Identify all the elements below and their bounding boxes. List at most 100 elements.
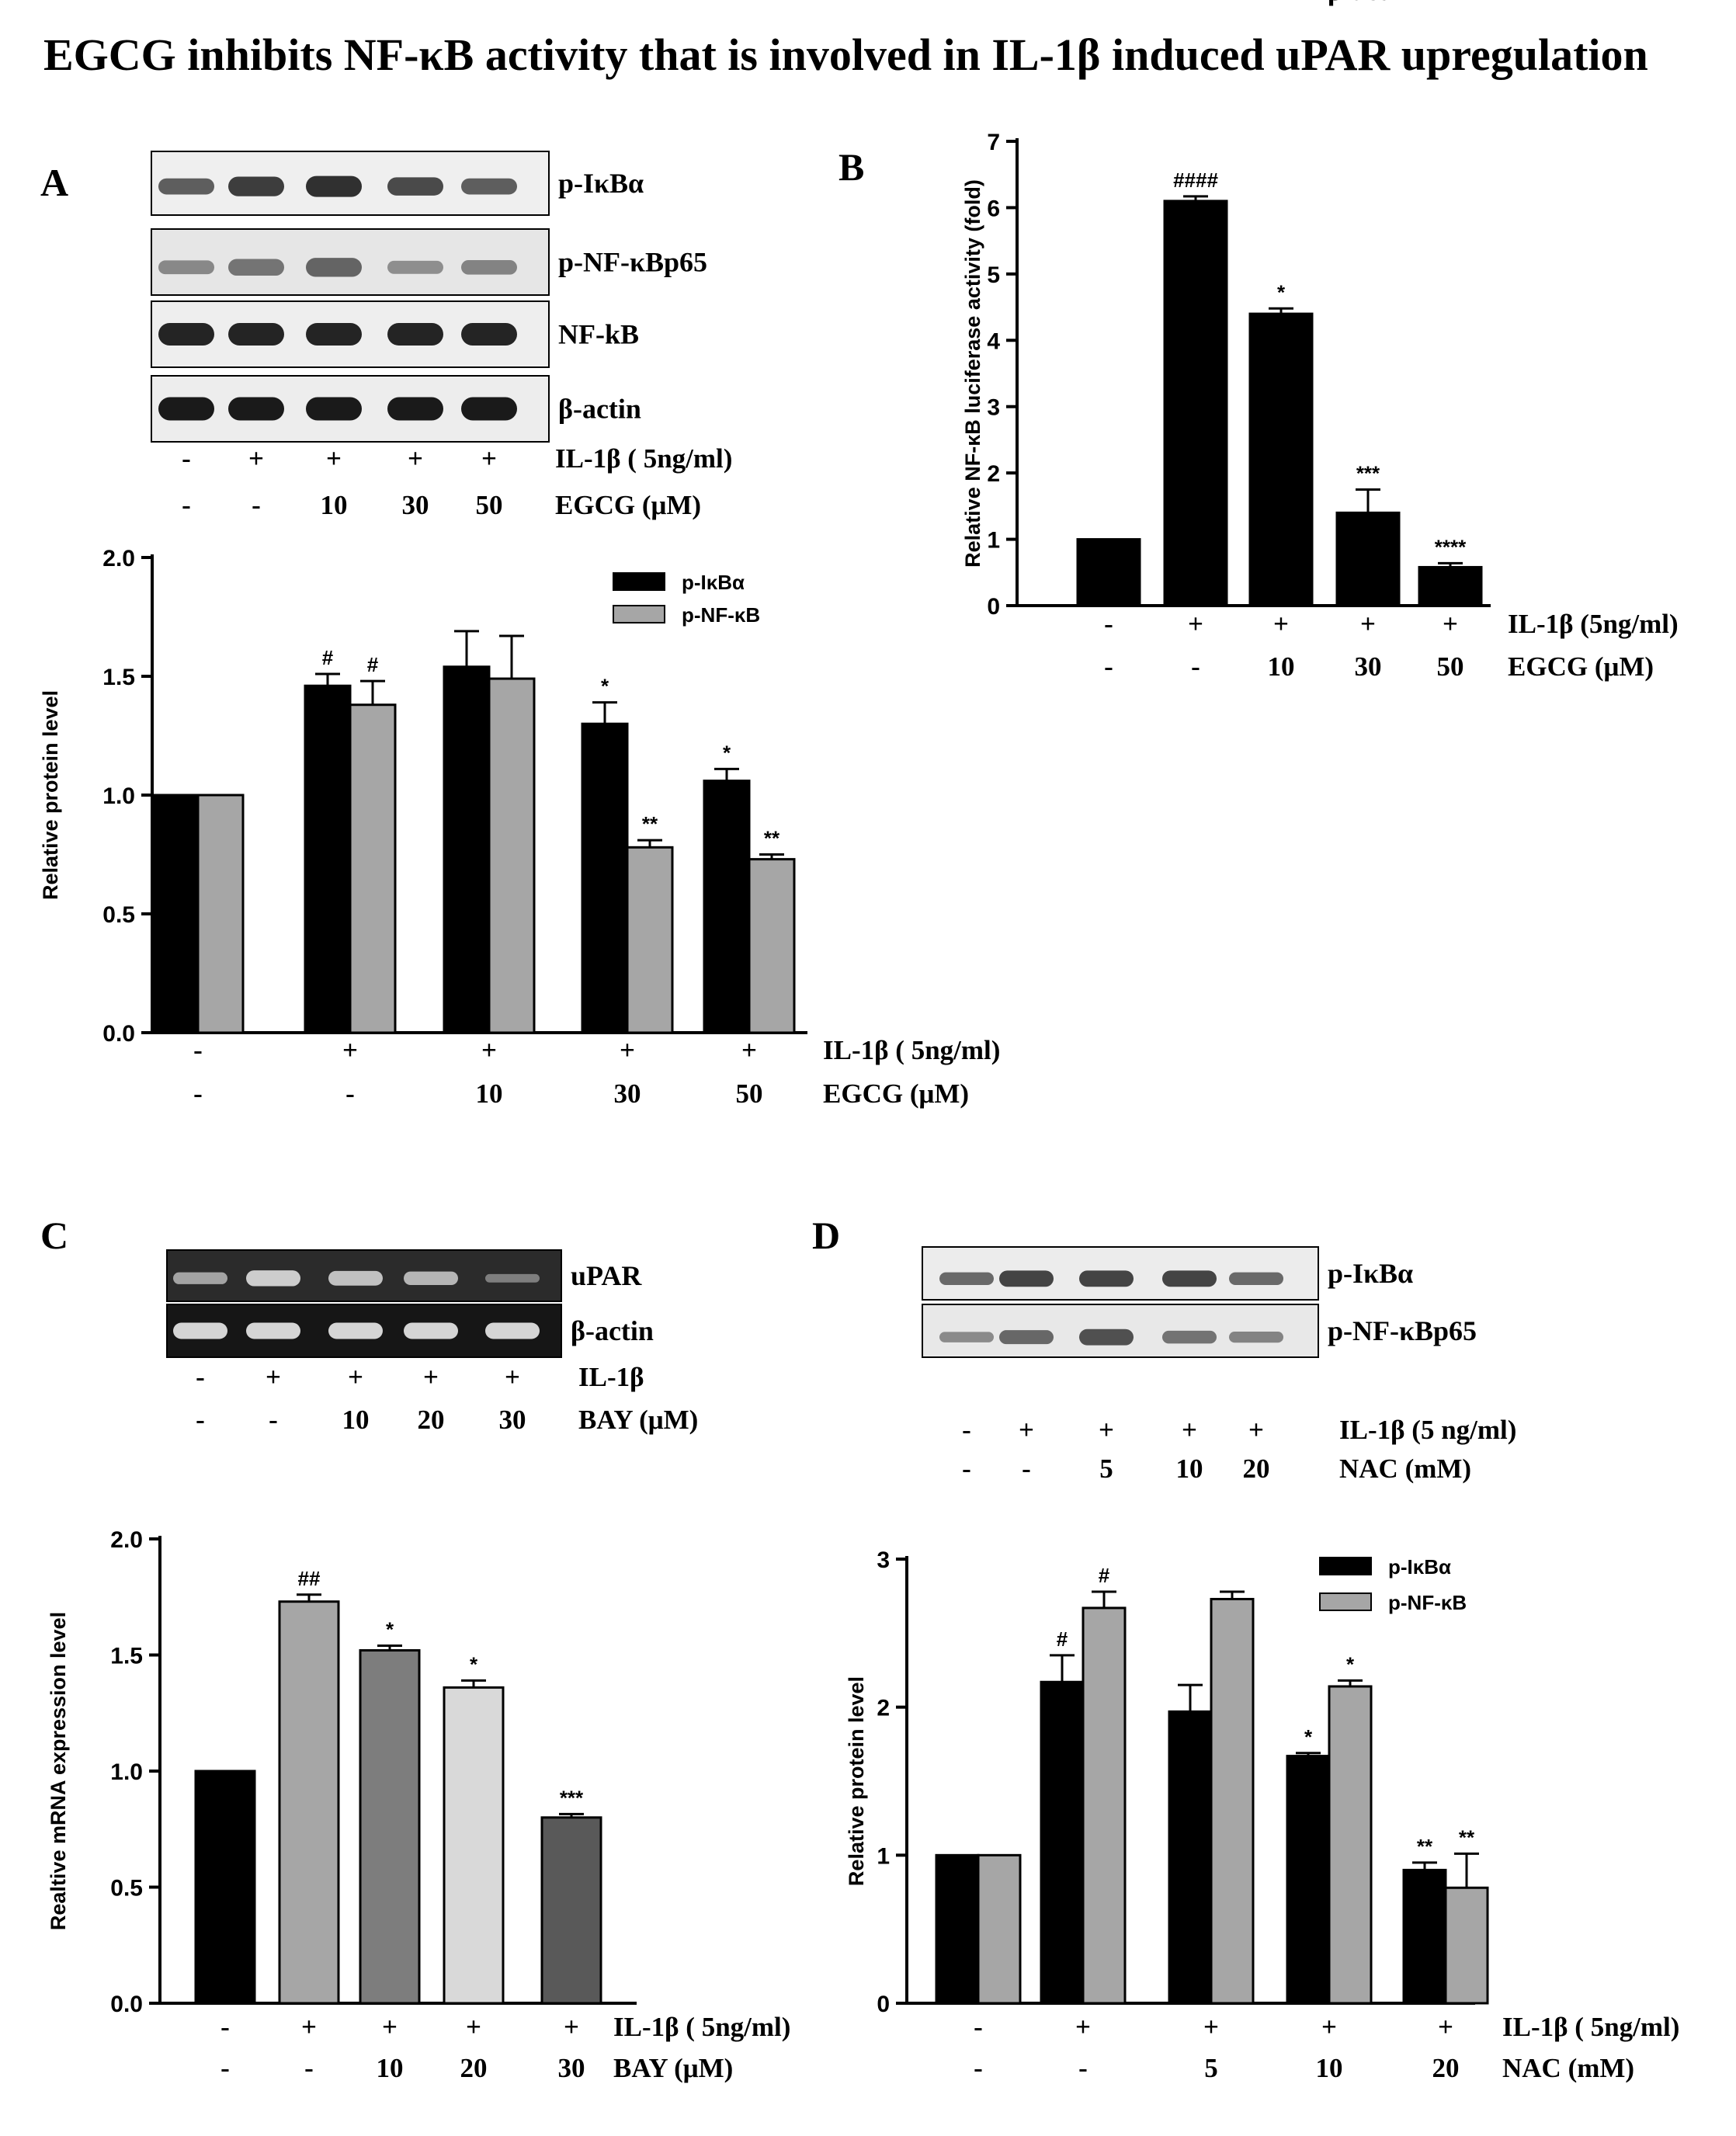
blot-band (158, 178, 214, 195)
bar (935, 1853, 980, 2005)
y-tick-label: 0.5 (110, 1876, 143, 1902)
blot-row-label: uPAR (571, 1260, 642, 1291)
bar (581, 722, 629, 1034)
bar (1335, 511, 1401, 607)
y-tick-label: 3 (877, 1547, 890, 1573)
blot-row-label: β-actin (558, 394, 641, 425)
chart-c-mrna: 0.0 0.5 1.0 1.5 2.0 Realtive mRNA expression … (47, 1527, 790, 2083)
y-tick-label: 6 (987, 196, 1000, 221)
western-blot-d: p-IκBα p-NF-κBp65 β-actin - + + + + IL-1β (5 ng/… (922, 0, 1516, 1484)
treatment-dose: - (1191, 651, 1200, 682)
treatment-sign: + (1443, 609, 1458, 639)
bar (194, 1770, 256, 2005)
treatment-dose: 30 (1355, 651, 1382, 682)
blot-row-label: p-NF-κBp65 (558, 247, 707, 278)
y-tick-label: 0.0 (110, 1992, 143, 2017)
bar (1210, 1597, 1255, 2005)
treatment-sign: + (1248, 1415, 1264, 1445)
treatment-sign: + (1273, 609, 1289, 639)
blot-row-label: p-NF-κBp65 (1328, 1315, 1477, 1346)
treatment-label: IL-1β ( 5ng/ml) (823, 1035, 1000, 1065)
treatment-dose: 5 (1099, 1454, 1113, 1484)
treatment-sign: + (1019, 1415, 1034, 1445)
y-tick-label: 1.0 (102, 783, 135, 809)
treatment-label: IL-1β ( 5ng/ml) (613, 2012, 790, 2042)
treatment-dose: - (269, 1405, 278, 1435)
treatment-sign: + (1182, 1415, 1197, 1445)
blot-band (246, 1322, 300, 1339)
blot-band (404, 1322, 458, 1339)
blot-band (158, 397, 214, 421)
treatment-dose: 20 (1243, 1454, 1270, 1484)
treatment-sign: + (1203, 2012, 1219, 2042)
blot-band (1079, 1328, 1134, 1346)
treatment-sign: - (196, 1362, 205, 1392)
blot-band (461, 259, 517, 275)
treatment-sign: + (382, 2012, 398, 2042)
blot-band (246, 1270, 300, 1287)
treatment-dose: - (182, 490, 191, 520)
significance-label: # (1099, 1564, 1110, 1587)
blot-band (485, 1322, 540, 1339)
treatment-dose: 20 (460, 2053, 488, 2083)
treatment-dose: 50 (476, 490, 503, 520)
legend-label: p-IκBα (682, 571, 745, 594)
significance-label: ** (1417, 1835, 1433, 1858)
y-tick-label: 1.5 (102, 665, 135, 690)
treatment-sign: + (348, 1362, 363, 1392)
blot-band (1162, 1330, 1217, 1344)
treatment-label: EGCG (μM) (1508, 651, 1654, 682)
treatment-dose: - (1104, 651, 1113, 682)
treatment-label: EGCG (μM) (555, 490, 701, 520)
treatment-dose: - (962, 1454, 971, 1484)
treatment-label: BAY (μM) (613, 2053, 733, 2083)
treatment-dose: - (196, 1405, 205, 1435)
treatment-sign: + (1188, 609, 1203, 639)
legend-label: p-NF-κB (682, 603, 760, 627)
treatment-sign: + (1438, 2012, 1453, 2042)
bar (1040, 1680, 1085, 2005)
blot-band (939, 1272, 994, 1286)
panel-letter-d: D (812, 1214, 840, 1257)
treatment-sign: - (974, 2012, 983, 2042)
treatment-label: NAC (mM) (1339, 1454, 1471, 1484)
blot-band (461, 323, 517, 346)
y-axis-title: Realtive mRNA expression level (47, 1612, 70, 1930)
treatment-label: IL-1β ( 5ng/ml) (1502, 2012, 1679, 2042)
treatment-sign: + (466, 2012, 481, 2042)
significance-label: *** (1356, 462, 1380, 485)
blot-band (306, 397, 362, 421)
blot-band (1229, 1332, 1283, 1343)
blot-band (1079, 1270, 1134, 1287)
y-tick-label: 1.5 (110, 1644, 143, 1669)
y-tick-label: 2 (877, 1696, 890, 1721)
y-tick-label: 7 (987, 130, 1000, 155)
significance-label: * (386, 1618, 394, 1641)
blot-band (306, 323, 362, 346)
significance-label: * (1277, 280, 1286, 304)
treatment-dose: 10 (1176, 1454, 1203, 1484)
treatment-dose: 50 (1437, 651, 1464, 682)
blot-band (999, 1270, 1054, 1287)
y-tick-label: 2.0 (110, 1527, 143, 1553)
y-tick-label: 4 (987, 328, 1000, 354)
treatment-dose: 50 (736, 1078, 763, 1109)
treatment-label: IL-1β (578, 1362, 644, 1392)
bar (1402, 1868, 1447, 2005)
bar (278, 1600, 340, 2005)
blot-band (1162, 1270, 1217, 1287)
y-tick-label: 0.0 (102, 1021, 135, 1047)
blot-row-label: p-IκBα (558, 168, 644, 199)
treatment-dose: 30 (499, 1405, 526, 1435)
treatment-dose: 10 (1268, 651, 1295, 682)
bar (1248, 312, 1314, 607)
legend-swatch (613, 572, 665, 591)
bar (1286, 1755, 1331, 2005)
legend-swatch (1319, 1592, 1372, 1611)
treatment-sign: + (408, 443, 423, 474)
legend-swatch (613, 605, 665, 623)
significance-label: * (723, 741, 731, 764)
blot-row-label: β-actin (571, 1315, 654, 1346)
bar (304, 684, 352, 1034)
chart-b-luciferase: 0 1 2 3 4 5 6 7 Relative NF-κB luciferase activi… (961, 130, 1679, 682)
